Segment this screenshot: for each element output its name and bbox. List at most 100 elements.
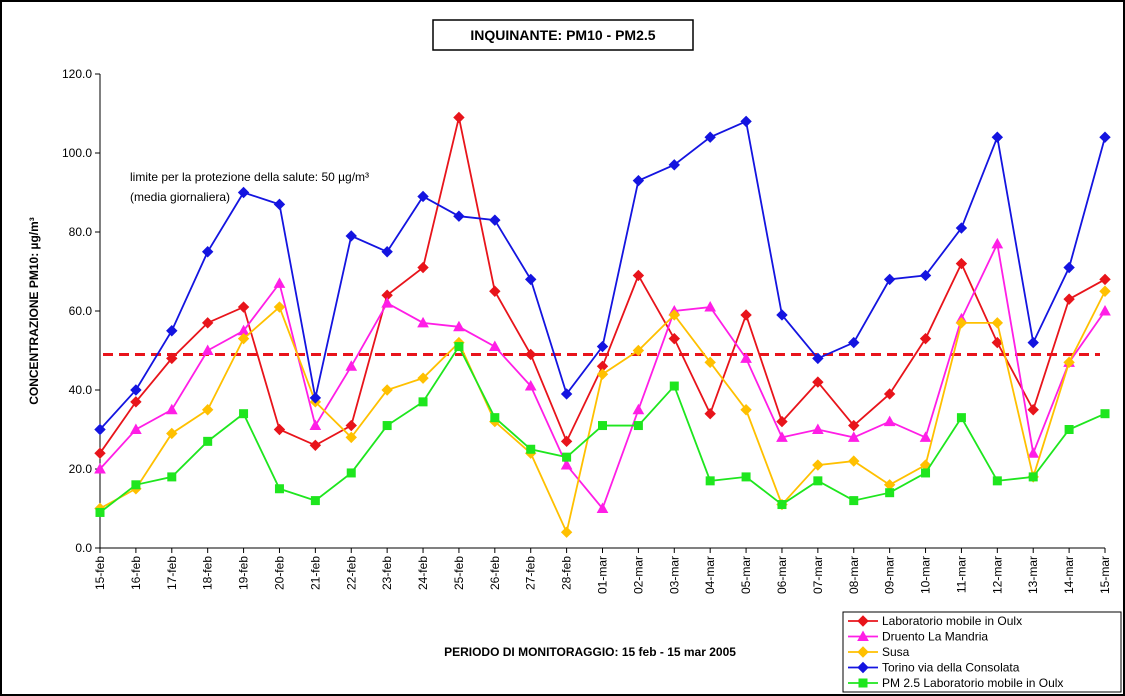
data-point xyxy=(310,496,320,506)
data-point xyxy=(237,186,250,199)
data-point xyxy=(562,452,572,462)
data-point xyxy=(741,472,751,482)
data-point xyxy=(237,332,250,345)
data-point xyxy=(524,380,537,391)
data-point xyxy=(346,468,356,478)
data-point xyxy=(309,392,322,404)
data-point xyxy=(237,301,250,313)
data-point xyxy=(1099,273,1111,286)
data-point xyxy=(777,500,787,510)
data-point xyxy=(560,526,573,538)
data-point xyxy=(130,396,142,408)
data-point xyxy=(201,344,214,355)
data-point xyxy=(560,435,573,448)
data-point xyxy=(489,285,501,297)
data-point xyxy=(776,431,788,442)
x-tick-label: 01-mar xyxy=(596,556,610,594)
x-tick-label: 17-feb xyxy=(165,556,179,590)
data-point xyxy=(633,421,643,431)
annotation: (media giornaliera) xyxy=(130,190,230,204)
data-point xyxy=(309,419,322,431)
data-point xyxy=(453,320,465,332)
legend-label: Laboratorio mobile in Oulx xyxy=(882,614,1022,628)
data-point xyxy=(239,409,249,419)
data-point xyxy=(417,190,429,203)
data-point xyxy=(345,230,357,242)
data-point xyxy=(956,413,966,423)
legend-marker xyxy=(857,661,869,674)
y-tick-label: 120.0 xyxy=(62,67,92,81)
x-tick-label: 15-feb xyxy=(93,556,107,590)
x-tick-label: 02-mar xyxy=(631,556,645,594)
data-point xyxy=(955,222,968,234)
data-point xyxy=(417,316,429,328)
data-point xyxy=(632,269,645,282)
data-point xyxy=(525,273,537,286)
data-point xyxy=(668,159,680,171)
data-point xyxy=(812,423,824,434)
data-point xyxy=(705,476,715,486)
legend-label: PM 2.5 Laboratorio mobile in Oulx xyxy=(882,676,1063,690)
x-tick-label: 12-mar xyxy=(990,556,1004,594)
data-point xyxy=(596,502,609,513)
x-tick-label: 03-mar xyxy=(667,556,681,594)
data-point xyxy=(668,332,680,345)
data-point xyxy=(669,381,679,391)
data-point xyxy=(309,439,322,452)
data-point xyxy=(596,340,609,353)
data-point xyxy=(201,404,214,416)
data-point xyxy=(991,237,1004,249)
data-point xyxy=(381,297,393,308)
data-point xyxy=(381,246,393,258)
y-tick-label: 60.0 xyxy=(69,304,93,318)
data-point xyxy=(560,388,573,400)
data-point xyxy=(1027,404,1039,416)
data-point xyxy=(1028,472,1038,482)
data-point xyxy=(776,309,788,321)
x-tick-label: 16-feb xyxy=(129,556,143,590)
data-point xyxy=(166,325,178,337)
data-point xyxy=(454,342,464,352)
data-point xyxy=(382,421,392,431)
data-point xyxy=(526,444,536,454)
data-point xyxy=(417,372,429,384)
data-point xyxy=(1099,304,1111,316)
data-point xyxy=(919,269,932,282)
data-point xyxy=(919,431,932,442)
data-point xyxy=(203,436,213,446)
data-point xyxy=(885,488,895,498)
data-point xyxy=(704,356,716,369)
data-point xyxy=(167,472,177,482)
data-point xyxy=(992,476,1002,486)
legend xyxy=(842,611,1122,693)
data-point xyxy=(417,261,429,274)
data-point xyxy=(418,397,428,407)
legend-marker xyxy=(857,630,869,641)
data-point xyxy=(848,455,860,467)
data-point xyxy=(812,459,824,471)
x-tick-label: 04-mar xyxy=(703,556,717,594)
data-point xyxy=(166,427,178,440)
legend-label: Susa xyxy=(882,645,910,659)
x-tick-label: 27-feb xyxy=(524,556,538,590)
data-point xyxy=(130,384,142,396)
data-point xyxy=(201,317,214,329)
data-point xyxy=(632,403,645,415)
data-point xyxy=(704,301,717,312)
data-point xyxy=(95,507,105,517)
x-tick-label: 10-mar xyxy=(919,556,933,594)
data-point xyxy=(381,384,393,396)
data-point xyxy=(130,423,142,434)
data-point xyxy=(345,431,357,444)
data-point xyxy=(848,419,860,432)
data-point xyxy=(955,317,968,329)
y-tick-label: 20.0 xyxy=(69,462,93,476)
data-point xyxy=(453,111,465,124)
x-tick-label: 24-feb xyxy=(416,556,430,590)
chart-title: INQUINANTE: PM10 - PM2.5 xyxy=(470,27,655,43)
title-box xyxy=(432,19,694,51)
data-point xyxy=(848,336,860,349)
x-tick-label: 18-feb xyxy=(201,556,215,590)
data-point xyxy=(632,174,645,187)
